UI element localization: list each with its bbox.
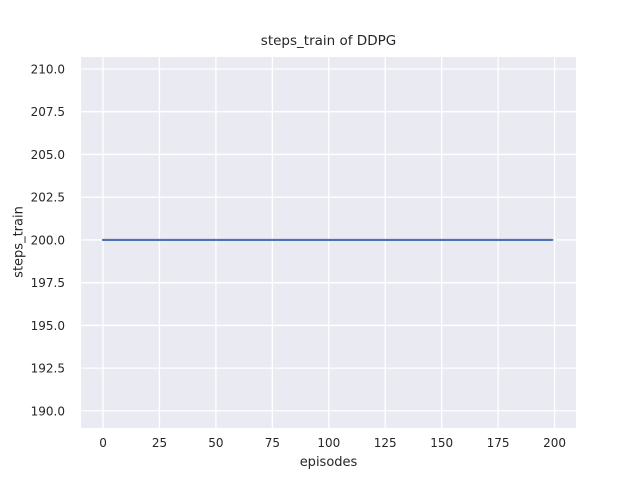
x-axis-label: episodes — [299, 455, 358, 470]
x-tick-label: 75 — [265, 436, 280, 450]
y-tick-label: 205.0 — [31, 148, 65, 162]
x-tick-label: 100 — [317, 436, 340, 450]
y-tick-label: 197.5 — [31, 276, 65, 290]
chart-title: steps_train of DDPG — [260, 33, 397, 49]
y-tick-label: 192.5 — [31, 362, 65, 376]
x-tick-label: 125 — [374, 436, 397, 450]
x-tick-label: 25 — [152, 436, 167, 450]
y-axis-label: steps_train — [11, 206, 27, 278]
x-tick-label: 200 — [543, 436, 566, 450]
y-tick-label: 195.0 — [31, 319, 65, 333]
y-tick-label: 202.5 — [31, 191, 65, 205]
y-tick-label: 200.0 — [31, 233, 65, 247]
x-tick-label: 0 — [99, 436, 107, 450]
x-tick-label: 150 — [430, 436, 453, 450]
x-tick-label: 50 — [208, 436, 223, 450]
x-tick-label: 175 — [487, 436, 510, 450]
y-tick-label: 207.5 — [31, 105, 65, 119]
y-tick-label: 190.0 — [31, 404, 65, 418]
y-tick-label: 210.0 — [31, 62, 65, 76]
